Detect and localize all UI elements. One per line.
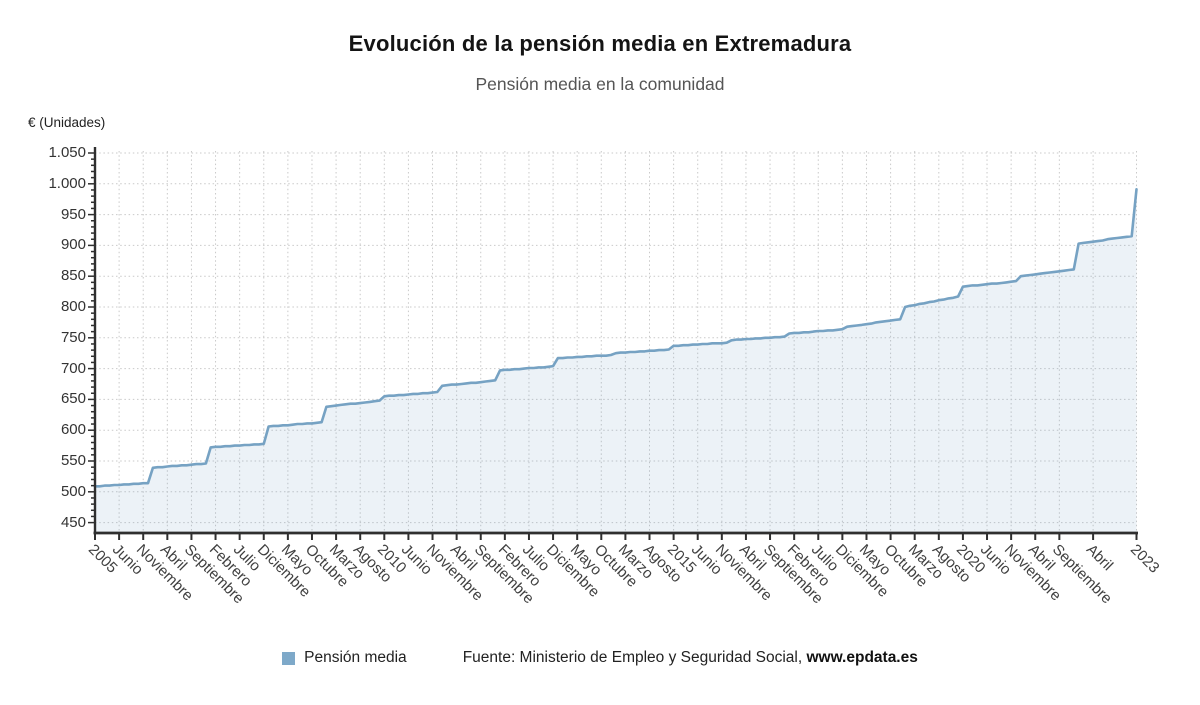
chart-subtitle: Pensión media en la comunidad — [475, 74, 725, 94]
y-tick-label: 850 — [60, 267, 86, 285]
y-tick-label: 1.050 — [48, 144, 86, 161]
source-attribution: Fuente: Ministerio de Empleo y Seguridad… — [463, 649, 918, 667]
y-tick-label: 550 — [60, 452, 86, 469]
y-tick-label: 1.000 — [48, 174, 86, 192]
pension-media-area — [95, 189, 1137, 533]
y-tick-label: 800 — [60, 298, 86, 315]
y-tick-label: 700 — [60, 359, 86, 377]
y-tick-label: 600 — [60, 421, 86, 439]
legend-swatch-icon — [282, 651, 296, 665]
y-axis-unit-label: € (Unidades) — [28, 115, 106, 130]
legend-item-pension-media[interactable]: Pensión media — [282, 649, 407, 667]
legend-label: Pensión media — [304, 649, 407, 666]
source-prefix: Fuente: Ministerio de Empleo y Seguridad… — [462, 649, 807, 666]
pension-media-line — [93, 188, 1138, 488]
page-title: Evolución de la pensión media en Extrema… — [348, 31, 852, 56]
y-tick-label: 500 — [60, 482, 86, 500]
y-tick-label: 900 — [60, 236, 86, 254]
chart-legend: Pensión media Fuente: Ministerio de Empl… — [0, 649, 1200, 667]
y-tick-label: 950 — [60, 205, 86, 223]
source-link[interactable]: www.epdata.es — [806, 649, 918, 666]
y-tick-label: 450 — [60, 513, 86, 531]
y-tick-label: 650 — [60, 390, 86, 408]
y-tick-label: 750 — [60, 328, 86, 346]
